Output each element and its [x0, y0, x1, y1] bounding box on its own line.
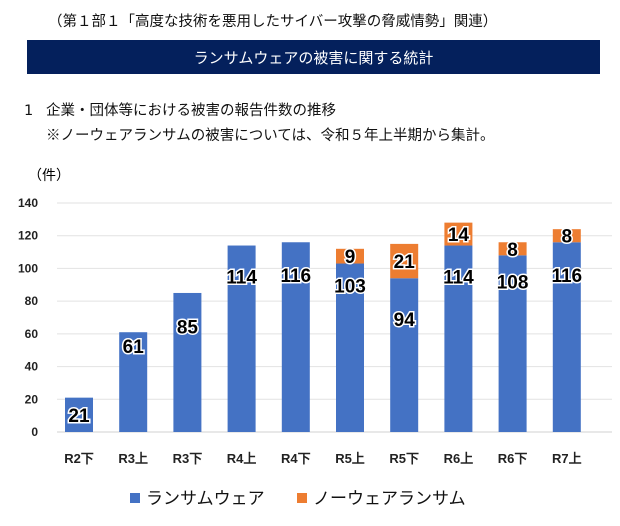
data-label: 114: [443, 268, 474, 289]
document-header: （第１部１「高度な技術を悪用したサイバー攻撃の脅威情勢」関連）: [48, 14, 498, 30]
x-tick-label: R2下: [64, 451, 94, 466]
data-label: 21: [394, 252, 416, 273]
data-label: 9: [345, 247, 356, 268]
data-label: 8: [507, 240, 518, 261]
section-heading: 1 企業・団体等における被害の報告件数の推移: [24, 99, 336, 120]
bar-ransomware-segment: [65, 397, 93, 432]
data-label: 116: [280, 266, 311, 287]
legend-label: ノーウェアランサム: [313, 489, 466, 509]
data-label: 85: [177, 317, 199, 338]
y-tick-label: 20: [25, 392, 39, 406]
bar-noware-segment: [336, 248, 364, 264]
section-title: 企業・団体等における被害の報告件数の推移: [46, 103, 336, 119]
section-number: 1: [24, 103, 34, 119]
data-label: 114: [226, 268, 257, 289]
stacked-bar-chart: （件） 0 20 40 60 80 100 120 140 21 R2下 61 R3上 85 R3下 114…: [18, 168, 612, 509]
y-tick-label: 80: [25, 294, 39, 308]
y-axis-unit: （件）: [28, 168, 70, 184]
x-tick-label: R5下: [389, 451, 419, 466]
data-label: 116: [551, 266, 582, 287]
y-tick-label: 120: [18, 229, 38, 243]
x-tick-label: R4下: [281, 451, 311, 466]
legend-swatch: [130, 493, 140, 503]
data-label: 94: [394, 310, 416, 331]
bar-noware-segment: [390, 243, 419, 279]
x-tick-label: R3下: [173, 451, 203, 466]
bar-ransomware-segment: [552, 242, 581, 432]
data-label: 14: [448, 225, 470, 246]
data-label: 103: [334, 277, 366, 298]
y-tick-label: 40: [25, 360, 39, 374]
x-tick-label: R5上: [335, 451, 365, 466]
y-tick-label: 60: [25, 327, 39, 341]
bar-ransomware-segment: [336, 263, 364, 432]
bar-ransomware-segment: [119, 332, 148, 432]
x-tick-label: R3上: [118, 451, 148, 466]
legend-swatch: [297, 493, 307, 503]
bar-ransomware-segment: [444, 245, 473, 432]
banner-title: ランサムウェアの被害に関する統計: [193, 48, 434, 67]
data-label: 21: [68, 406, 90, 427]
x-tick-label: R4上: [227, 451, 257, 466]
bar-ransomware-segment: [281, 242, 310, 432]
y-tick-label: 140: [18, 196, 38, 210]
x-tick-label: R6下: [498, 451, 528, 466]
bar-ransomware-segment: [390, 278, 419, 432]
legend-label: ランサムウェア: [146, 489, 265, 509]
data-label: 108: [497, 273, 529, 294]
bar-noware-segment: [552, 229, 581, 243]
y-tick-label: 100: [18, 261, 38, 275]
bar-ransomware-segment: [173, 292, 202, 432]
x-tick-label: R7上: [552, 451, 582, 466]
y-tick-label: 0: [31, 425, 38, 439]
data-label: 8: [562, 227, 573, 248]
data-label: 61: [123, 337, 145, 358]
x-tick-label: R6上: [444, 451, 474, 466]
bar-noware-segment: [498, 242, 527, 256]
bar-ransomware-segment: [227, 245, 256, 432]
section-banner: ランサムウェアの被害に関する統計: [27, 40, 600, 74]
section-note: ※ノーウェアランサムの被害については、令和５年上半期から集計。: [46, 128, 495, 144]
bar-noware-segment: [444, 222, 473, 246]
bar-ransomware-segment: [498, 255, 527, 432]
